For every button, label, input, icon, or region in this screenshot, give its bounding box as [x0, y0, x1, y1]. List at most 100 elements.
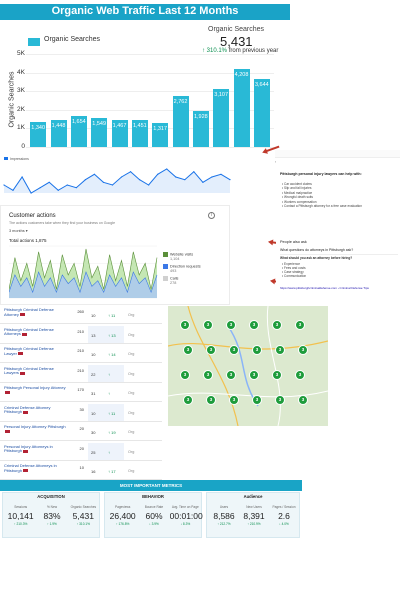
ranking-pin[interactable]: 3: [295, 320, 305, 330]
ranking-pin[interactable]: 3: [252, 395, 262, 405]
ranking-pin[interactable]: 3: [275, 345, 285, 355]
legend-label: Calls: [170, 276, 179, 281]
y-axis-title: Organic Searches: [8, 71, 16, 128]
ranking-pin[interactable]: 3: [183, 395, 193, 405]
metric-group: Audience Users 8,586 ↑ 212.7% New Users 8,391…: [206, 492, 300, 538]
info-icon[interactable]: i: [208, 212, 215, 219]
ranking-pin[interactable]: 3: [203, 370, 213, 380]
range-select[interactable]: 3 months ▾: [9, 228, 28, 233]
ranking-pin[interactable]: 3: [298, 395, 308, 405]
ranking-pin[interactable]: 3: [206, 395, 216, 405]
ranking-pin[interactable]: 3: [229, 345, 239, 355]
ai-answer-item: Medical malpractice: [282, 191, 398, 195]
table-row[interactable]: Pittsburgh Criminal Defense Lawyer 210 10 ↑…: [0, 345, 162, 363]
bar: [152, 122, 169, 147]
result-type: Org: [128, 391, 135, 395]
bar-value-label: 3,107: [214, 92, 229, 99]
keyword-cell[interactable]: Pittsburgh Criminal Defense Lawyers: [4, 366, 66, 377]
position-value: 16: [91, 469, 96, 474]
ranking-pin[interactable]: 3: [272, 370, 282, 380]
ranking-pin[interactable]: 3: [249, 370, 259, 380]
ranking-pin[interactable]: 3: [298, 345, 308, 355]
keyword-cell[interactable]: Criminal Defense Attorney Pittsburgh: [4, 405, 66, 416]
table-row[interactable]: Personal Injury Attorneys in Pittsburgh 2…: [0, 442, 162, 461]
metric-label: Sessions: [14, 505, 28, 509]
table-row[interactable]: Pittsburgh Personal Injury Attorney 170 31…: [0, 384, 162, 402]
line-legend: Impressions: [4, 157, 29, 161]
ranking-pin[interactable]: 3: [183, 345, 193, 355]
us-flag-icon: [23, 410, 29, 414]
metric-label: Users: [219, 505, 229, 509]
position-cell: 10 ↑ 11: [88, 403, 124, 421]
legend-direction-requests[interactable]: Direction requests 493: [163, 264, 201, 273]
keyword-cell[interactable]: Pittsburgh Criminal Defense Attorneys: [4, 327, 66, 338]
legend-calls[interactable]: Calls 278: [163, 276, 178, 285]
table-row[interactable]: Personal Injury Attorney Pittsburgh 20 30 ↑…: [0, 423, 162, 441]
metric: % New 83% ↑ 1.9%: [36, 505, 67, 526]
y-tick-label: 1K: [17, 124, 25, 132]
metric-change: ↑ 210.9%: [247, 522, 261, 526]
paa-question[interactable]: What questions do attorneys in Pittsburg…: [280, 248, 398, 255]
ranking-pin[interactable]: 3: [180, 370, 190, 380]
keyword-cell[interactable]: Pittsburgh Criminal Defense Lawyer: [4, 346, 66, 357]
metric-value: 83%: [43, 511, 61, 521]
series-line: [9, 271, 158, 294]
metric-group-title: ACQUISITION: [37, 494, 65, 499]
ranking-pin[interactable]: 3: [180, 320, 190, 330]
table-row[interactable]: Pittsburgh Criminal Defense Attorney 260 1…: [0, 306, 162, 324]
us-flag-icon: [5, 391, 10, 395]
ai-answer-item: Car accident claims: [282, 182, 398, 186]
line-point: [93, 173, 95, 175]
ranking-pin[interactable]: 3: [229, 395, 239, 405]
ranking-pin[interactable]: 3: [226, 320, 236, 330]
keyword-cell[interactable]: Personal Injury Attorneys in Pittsburgh: [4, 444, 66, 455]
keyword-cell[interactable]: Criminal Defense Attorneys in Pittsburgh: [4, 463, 66, 474]
table-row[interactable]: Pittsburgh Criminal Defense Attorneys 210…: [0, 325, 162, 344]
line-point: [84, 179, 86, 181]
metric-group: BEHAVIOR Pageviews 26,400 ↑ 176.8% Bounce Ra…: [104, 492, 203, 538]
paa-item: Experience: [282, 262, 306, 266]
keyword-cell[interactable]: Pittsburgh Personal Injury Attorney: [4, 385, 66, 396]
keyword-text: Pittsburgh Criminal Defense Lawyer: [4, 346, 54, 356]
result-type: Org: [128, 410, 135, 415]
ai-answer-item: Wrongful death suits: [282, 195, 398, 199]
keyword-cell[interactable]: Personal Injury Attorney Pittsburgh: [4, 424, 66, 435]
ai-answer-item: Contact a Pittsburgh attorney for a free…: [282, 204, 398, 208]
table-row[interactable]: Pittsburgh Criminal Defense Lawyers 210 22…: [0, 364, 162, 383]
position-cell: 13 ↑ 13: [88, 325, 124, 343]
result-type: Org: [128, 332, 135, 337]
chart-title: Organic Web Traffic Last 12 Months: [51, 5, 239, 17]
legend-swatch: [163, 264, 168, 269]
metric-change: ↑ 1.9%: [47, 522, 57, 526]
local-ranking-map[interactable]: 3 3 3 3 3 3 3 3 3 3 3 3 3 3 3 3 3 3 3 3 3 3 3 3: [168, 306, 328, 426]
ranking-pin[interactable]: 3: [275, 395, 285, 405]
position-cell: 31 ↑: [88, 384, 124, 401]
metric: New Users 8,391 ↑ 210.9%: [239, 505, 269, 526]
metric: Avg. Time on Page 00:01:00 ↓ 8.3%: [169, 505, 203, 526]
result-type: Org: [128, 371, 135, 376]
ranking-pin[interactable]: 3: [226, 370, 236, 380]
ranking-pin[interactable]: 3: [206, 345, 216, 355]
bar-value-label: 1,451: [132, 123, 147, 129]
ranking-pin[interactable]: 3: [295, 370, 305, 380]
position-change: ↑ 11: [108, 313, 116, 318]
line-point: [75, 187, 77, 189]
search-volume: 30: [79, 406, 84, 412]
ranking-pin[interactable]: 3: [203, 320, 213, 330]
ranking-pin[interactable]: 3: [272, 320, 282, 330]
table-row[interactable]: Criminal Defense Attorneys in Pittsburgh…: [0, 462, 162, 480]
ranking-pin[interactable]: 3: [252, 345, 262, 355]
legend-website-visits[interactable]: Website visits 1,104: [163, 252, 193, 261]
table-row[interactable]: Criminal Defense Attorney Pittsburgh 30 10…: [0, 403, 162, 422]
legend-swatch: [28, 38, 40, 46]
line-point: [12, 189, 14, 191]
keyword-cell[interactable]: Pittsburgh Criminal Defense Attorney: [4, 307, 66, 318]
line-point: [66, 184, 68, 186]
metric: Organic Searches 5,431 ↑ 310.1%: [68, 505, 99, 526]
line-point: [202, 181, 204, 183]
metric: Users 8,586 ↑ 212.7%: [209, 505, 239, 526]
ranking-pin[interactable]: 3: [249, 320, 259, 330]
metric-value: 00:01:00: [169, 511, 203, 521]
paa-source-link[interactable]: https://www.pittsburghcriminaldefense.co…: [280, 286, 369, 290]
ai-answer-panel: Pittsburgh personal injury lawyers can h…: [276, 160, 400, 222]
